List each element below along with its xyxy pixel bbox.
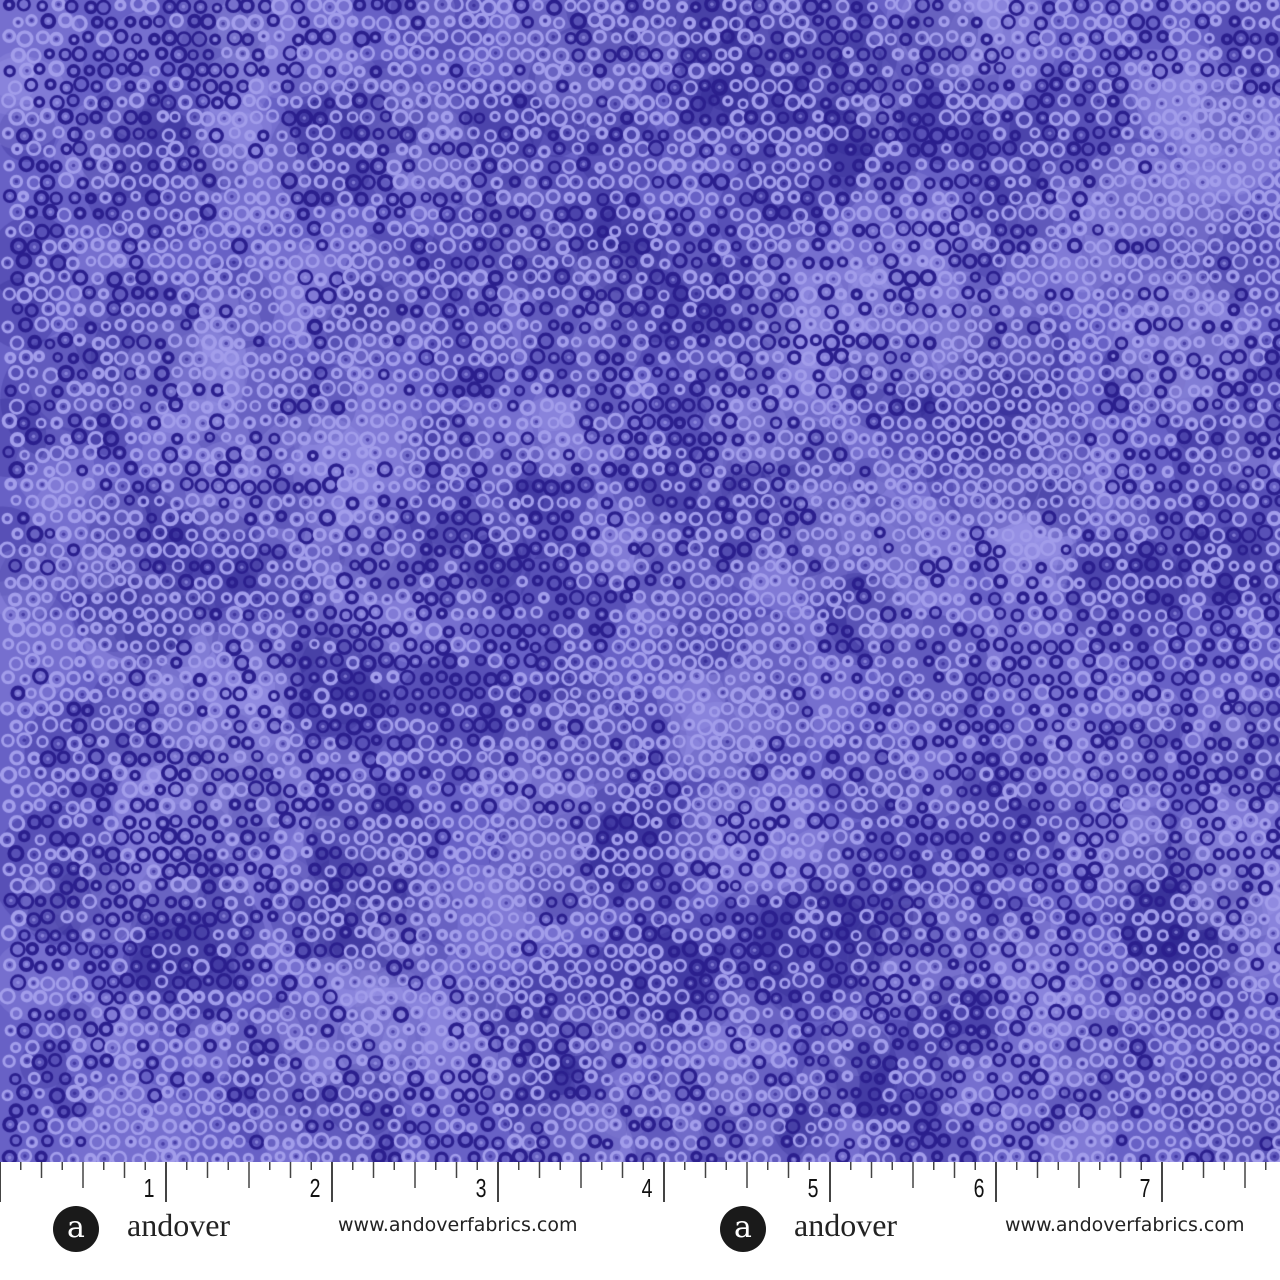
ruler-number: 4: [641, 1173, 653, 1203]
ruler-number: 2: [309, 1173, 321, 1203]
ruler: 1 2 3 4 5 6 7 a andover www.andoverfabri…: [0, 1162, 1280, 1280]
brand-name: andover: [127, 1207, 231, 1243]
ruler-ticks: [0, 1162, 1267, 1202]
ruler-number: 7: [1139, 1173, 1151, 1203]
brand-url: www.andoverfabrics.com: [338, 1214, 578, 1236]
ruler-number: 3: [475, 1173, 487, 1203]
brand-url: www.andoverfabrics.com: [1005, 1214, 1245, 1236]
andover-logo-icon: a: [720, 1206, 766, 1252]
fabric-pattern: [0, 0, 1280, 1162]
ruler-number: 1: [143, 1173, 155, 1203]
andover-logo-icon: a: [53, 1206, 99, 1252]
brand-name: andover: [794, 1207, 898, 1243]
ruler-number: 6: [973, 1173, 985, 1203]
ruler-number: 5: [807, 1173, 819, 1203]
